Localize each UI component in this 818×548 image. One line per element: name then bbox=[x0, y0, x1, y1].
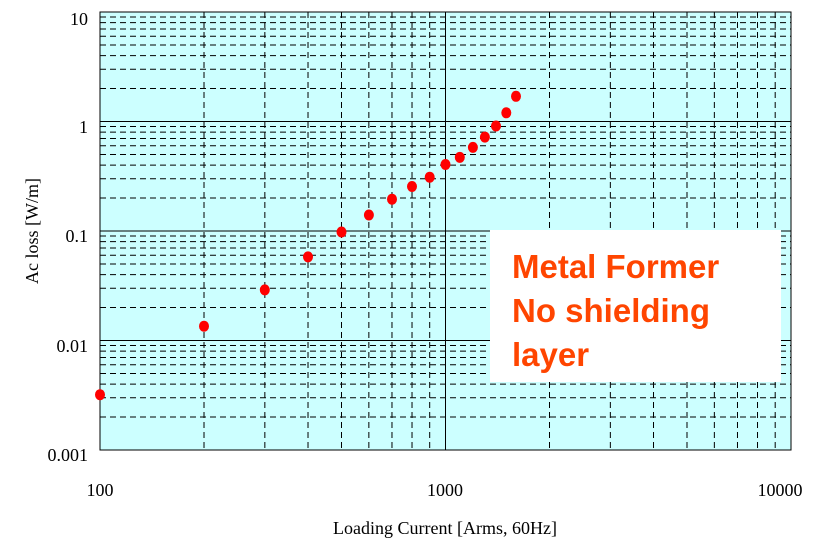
x-tick-label: 10000 bbox=[758, 480, 803, 500]
data-point bbox=[199, 320, 209, 332]
y-tick-label: 1 bbox=[79, 117, 88, 137]
data-point bbox=[363, 209, 374, 221]
data-point bbox=[303, 251, 313, 263]
y-tick-labels: 10 1 0.1 0.01 0.001 bbox=[48, 9, 89, 465]
data-point bbox=[440, 159, 451, 170]
y-tick-label: 0.01 bbox=[57, 336, 89, 356]
data-point bbox=[491, 120, 501, 132]
data-point bbox=[424, 171, 435, 183]
x-axis-title: Loading Current [Arms, 60Hz] bbox=[333, 518, 557, 538]
data-point bbox=[511, 90, 521, 102]
data-points bbox=[95, 90, 521, 401]
data-point bbox=[479, 131, 490, 143]
y-tick-label: 0.1 bbox=[66, 226, 89, 246]
data-point bbox=[387, 193, 397, 205]
data-point bbox=[454, 151, 465, 163]
data-point bbox=[501, 107, 512, 119]
annotation-line-1: Metal Former bbox=[512, 248, 719, 285]
x-tick-label: 100 bbox=[87, 480, 114, 500]
y-tick-label: 0.001 bbox=[48, 445, 89, 465]
annotation-box bbox=[490, 230, 781, 382]
data-point bbox=[259, 284, 270, 296]
x-tick-labels: 100 1000 10000 bbox=[87, 480, 803, 500]
plot-frame bbox=[99, 11, 792, 451]
annotation-line-3: layer bbox=[512, 336, 589, 373]
y-axis-title: Ac loss [W/m] bbox=[22, 178, 42, 284]
data-point bbox=[407, 181, 417, 192]
data-point bbox=[467, 141, 478, 153]
x-tick-label: 1000 bbox=[427, 480, 463, 500]
data-point bbox=[95, 389, 105, 401]
data-point bbox=[336, 226, 347, 238]
annotation-line-2: No shielding bbox=[512, 292, 710, 329]
y-tick-label: 10 bbox=[70, 9, 88, 29]
